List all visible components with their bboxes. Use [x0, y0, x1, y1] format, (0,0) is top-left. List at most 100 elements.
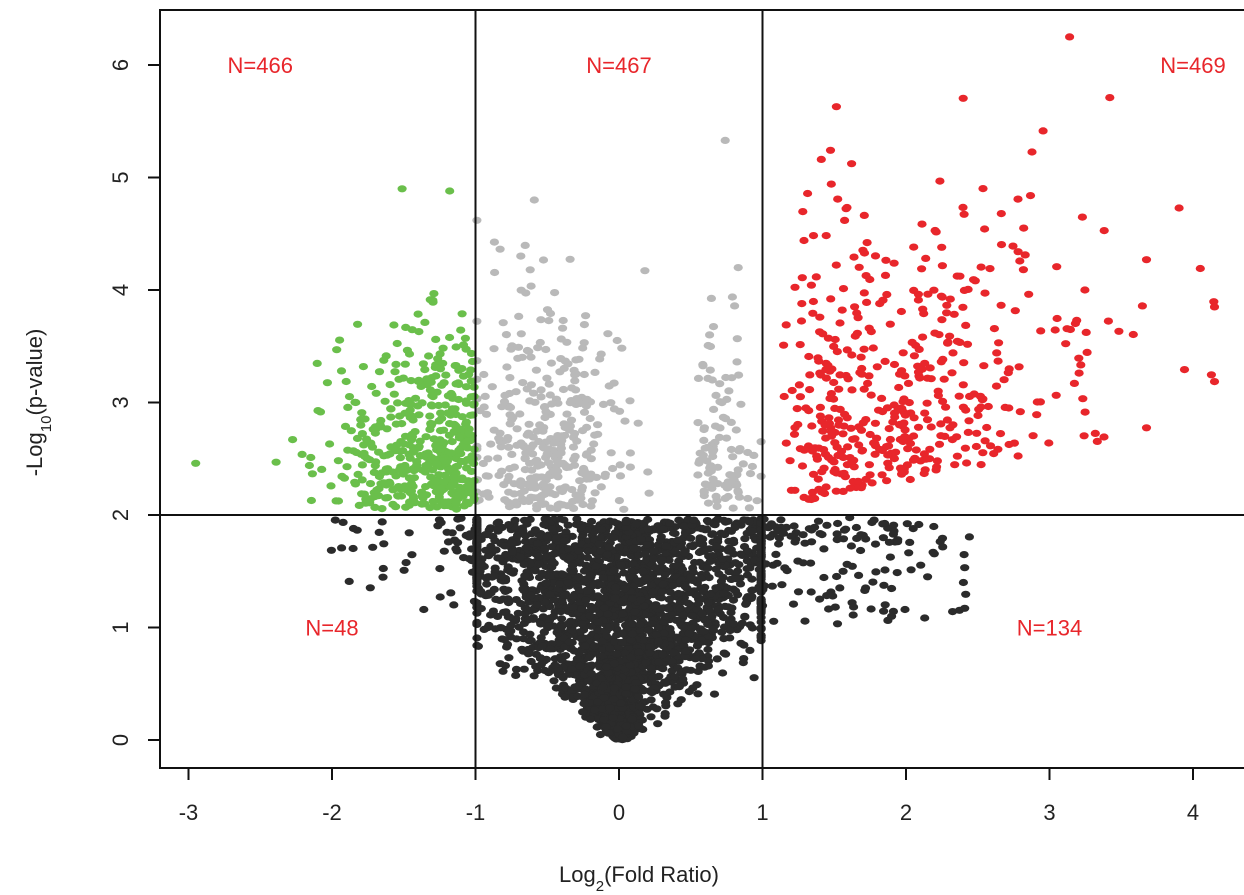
data-point [703, 564, 713, 572]
data-point [392, 339, 402, 348]
data-point [551, 534, 561, 542]
data-point [831, 487, 841, 495]
data-point [819, 573, 829, 582]
data-point [506, 621, 516, 629]
data-point [578, 344, 588, 352]
data-point [861, 272, 871, 280]
data-point [826, 428, 837, 436]
data-point [1082, 348, 1092, 356]
data-point [1004, 404, 1014, 412]
data-point [756, 618, 766, 626]
data-point [870, 540, 881, 548]
region-count-labels: N=466 N=467 N=469 N=48 N=134 [228, 53, 1226, 641]
data-point [909, 432, 919, 440]
data-point [538, 256, 549, 264]
data-point [407, 551, 417, 559]
data-point [838, 453, 848, 462]
data-point [505, 568, 515, 576]
data-point [664, 556, 674, 564]
data-point [1080, 286, 1090, 294]
data-point [338, 518, 348, 527]
data-point [812, 452, 822, 460]
data-point [556, 444, 567, 452]
data-point [648, 673, 658, 682]
data-point [524, 347, 534, 356]
data-point [735, 445, 745, 453]
data-point [821, 434, 831, 442]
data-point [657, 588, 667, 596]
data-point [1141, 424, 1152, 432]
data-point [787, 386, 797, 395]
data-point [427, 392, 437, 400]
data-point [736, 639, 746, 647]
data-point [653, 720, 663, 728]
data-point [703, 620, 713, 629]
data-point [883, 451, 893, 459]
data-point [439, 457, 449, 465]
data-point [633, 419, 643, 427]
data-point [892, 569, 902, 577]
data-point [521, 289, 531, 297]
data-point [191, 459, 201, 467]
data-point [838, 285, 849, 293]
data-point [847, 160, 857, 168]
data-point [569, 647, 579, 655]
data-point [913, 423, 924, 431]
y-tick-label: 4 [108, 284, 133, 296]
data-point [690, 655, 701, 663]
data-point [511, 596, 521, 604]
data-point [342, 463, 352, 471]
data-point [271, 458, 281, 466]
data-point [550, 289, 560, 297]
data-point [887, 584, 897, 593]
data-point [621, 727, 632, 736]
data-point [815, 369, 825, 377]
data-point [520, 455, 530, 463]
data-point [933, 387, 943, 395]
plot-frame [159, 9, 1244, 769]
data-point [595, 355, 605, 363]
data-point [847, 351, 857, 359]
data-point [994, 339, 1004, 347]
data-point [605, 623, 615, 631]
data-point [526, 282, 536, 290]
data-point [945, 332, 955, 340]
data-point [934, 440, 945, 448]
data-point [1028, 432, 1038, 440]
data-point [840, 216, 850, 224]
data-point [520, 572, 530, 580]
data-point [759, 582, 770, 590]
data-point [476, 587, 486, 595]
data-point [466, 377, 476, 385]
data-point [798, 531, 808, 539]
data-point [390, 368, 400, 376]
x-tick-label: 1 [756, 800, 768, 825]
data-point [745, 470, 756, 478]
data-point [657, 556, 667, 564]
data-point [518, 527, 528, 535]
data-point [756, 438, 766, 446]
data-point [854, 423, 864, 431]
data-point [937, 243, 947, 251]
data-point [579, 408, 590, 416]
data-point [601, 663, 612, 671]
data-point [978, 185, 988, 193]
data-point [451, 498, 461, 506]
data-point [797, 274, 807, 282]
data-point [482, 489, 493, 497]
data-point [499, 636, 510, 644]
data-point [903, 445, 913, 453]
data-point [574, 587, 585, 595]
series-down [271, 185, 479, 513]
data-point [472, 515, 482, 523]
data-point [605, 599, 615, 607]
data-point [549, 677, 559, 685]
data-point [409, 474, 419, 482]
data-point [718, 555, 728, 563]
data-point [332, 346, 342, 354]
data-point [643, 525, 653, 533]
data-point [567, 562, 578, 570]
data-point [511, 498, 521, 506]
data-point [585, 414, 595, 423]
data-point [820, 421, 830, 429]
